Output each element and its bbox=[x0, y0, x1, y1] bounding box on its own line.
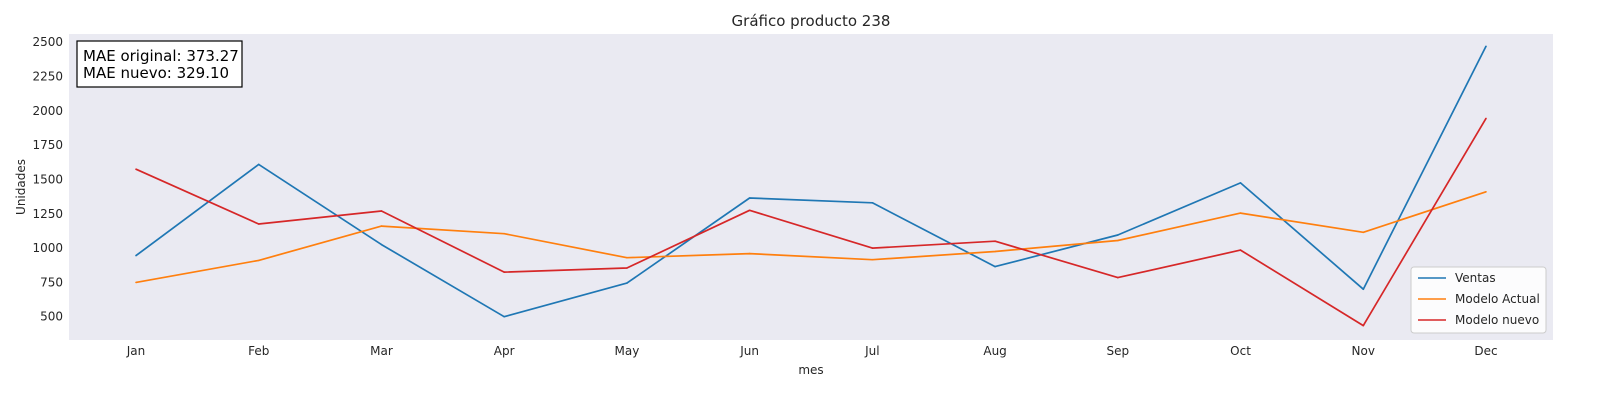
data-point-modelo-nuevo-sep bbox=[1117, 276, 1119, 279]
data-point-ventas-feb bbox=[257, 163, 260, 166]
data-point-modelo-actual-mar bbox=[380, 225, 383, 227]
x-tick-label-feb: Feb bbox=[248, 344, 269, 358]
data-point-modelo-nuevo-oct bbox=[1239, 249, 1242, 251]
annotation-line-1: MAE original: 373.27 bbox=[83, 47, 239, 65]
y-tick-label-2250: 2250 bbox=[32, 70, 63, 84]
annotation-box bbox=[76, 40, 243, 88]
data-point-modelo-actual-feb bbox=[257, 259, 260, 262]
legend-box bbox=[1410, 266, 1547, 334]
data-point-ventas-may bbox=[626, 282, 628, 284]
data-point-modelo-nuevo-jan bbox=[135, 168, 137, 170]
series-line-modelo-actual bbox=[135, 190, 1487, 284]
y-tick-label-2000: 2000 bbox=[32, 104, 63, 118]
data-point-modelo-nuevo-dec bbox=[1485, 117, 1487, 120]
data-point-modelo-actual-jul bbox=[871, 258, 874, 261]
y-tick-label-750: 750 bbox=[40, 275, 63, 289]
y-tick-label-2500: 2500 bbox=[32, 35, 63, 49]
x-tick-label-sep: Sep bbox=[1107, 344, 1130, 358]
y-tick-labels: 500 750 1000 1250 1500 1750 2000 2250 2500 bbox=[32, 35, 63, 323]
x-tick-label-dec: Dec bbox=[1474, 344, 1497, 358]
legend-label-ventas: Ventas bbox=[1455, 271, 1496, 285]
data-point-modelo-actual-aug bbox=[994, 250, 996, 253]
x-tick-label-jun: Jun bbox=[739, 344, 759, 358]
data-point-ventas-apr bbox=[503, 315, 506, 318]
series-line-modelo-nuevo bbox=[135, 117, 1487, 327]
data-point-modelo-nuevo-jul bbox=[871, 247, 874, 249]
y-tick-label-500: 500 bbox=[40, 310, 63, 324]
data-point-ventas-nov bbox=[1362, 288, 1365, 291]
mae-annotation: MAE original: 373.27 MAE nuevo: 329.10 bbox=[76, 40, 243, 88]
data-point-modelo-actual-apr bbox=[503, 232, 506, 235]
x-tick-label-nov: Nov bbox=[1352, 344, 1375, 358]
data-point-modelo-actual-may bbox=[626, 256, 628, 259]
x-tick-labels: Jan Feb Mar Apr May Jun Jul Aug Sep Oct Nov Dec bbox=[126, 344, 1498, 358]
data-point-ventas-jun bbox=[748, 197, 751, 199]
legend-label-modelo-nuevo: Modelo nuevo bbox=[1455, 313, 1539, 327]
x-tick-label-jul: Jul bbox=[864, 344, 879, 358]
data-point-ventas-oct bbox=[1239, 182, 1242, 184]
data-point-modelo-nuevo-feb bbox=[257, 223, 260, 225]
data-point-modelo-actual-nov bbox=[1362, 231, 1365, 234]
x-axis-label: mes bbox=[798, 363, 823, 377]
y-tick-label-1250: 1250 bbox=[32, 207, 63, 221]
legend: Ventas Modelo Actual Modelo nuevo bbox=[1410, 266, 1547, 334]
data-point-ventas-dec bbox=[1485, 45, 1487, 48]
data-point-modelo-nuevo-mar bbox=[380, 210, 383, 212]
x-tick-label-aug: Aug bbox=[983, 344, 1006, 358]
data-point-modelo-actual-sep bbox=[1117, 239, 1119, 242]
data-point-modelo-nuevo-aug bbox=[994, 240, 996, 242]
data-point-ventas-mar bbox=[380, 243, 383, 246]
legend-label-modelo-actual: Modelo Actual bbox=[1455, 292, 1540, 306]
data-point-modelo-actual-oct bbox=[1239, 212, 1242, 214]
y-tick-label-1500: 1500 bbox=[32, 172, 63, 186]
data-point-modelo-nuevo-apr bbox=[503, 271, 506, 273]
x-tick-label-oct: Oct bbox=[1230, 344, 1251, 358]
data-point-modelo-actual-dec bbox=[1485, 191, 1487, 193]
x-tick-label-mar: Mar bbox=[370, 344, 393, 358]
data-point-modelo-nuevo-jun bbox=[748, 209, 751, 212]
data-point-ventas-jan bbox=[135, 254, 137, 257]
data-point-modelo-nuevo-may bbox=[626, 267, 628, 269]
y-tick-label-1750: 1750 bbox=[32, 138, 63, 152]
annotation-line-2: MAE nuevo: 329.10 bbox=[83, 64, 229, 82]
data-point-modelo-nuevo-nov bbox=[1362, 324, 1365, 327]
x-tick-label-jan: Jan bbox=[126, 344, 146, 358]
y-axis-label: Unidades bbox=[14, 159, 28, 215]
data-point-ventas-sep bbox=[1117, 234, 1119, 236]
data-point-ventas-jul bbox=[871, 202, 874, 204]
chart-title: Gráfico producto 238 bbox=[732, 12, 891, 30]
data-point-modelo-actual-jan bbox=[135, 281, 137, 284]
x-tick-label-apr: Apr bbox=[494, 344, 515, 358]
data-point-ventas-aug bbox=[994, 265, 996, 268]
y-tick-label-1000: 1000 bbox=[32, 241, 63, 255]
data-point-modelo-actual-jun bbox=[748, 252, 751, 255]
plot-area bbox=[69, 34, 1553, 340]
series-lines bbox=[135, 45, 1487, 327]
x-tick-label-may: May bbox=[615, 344, 640, 358]
